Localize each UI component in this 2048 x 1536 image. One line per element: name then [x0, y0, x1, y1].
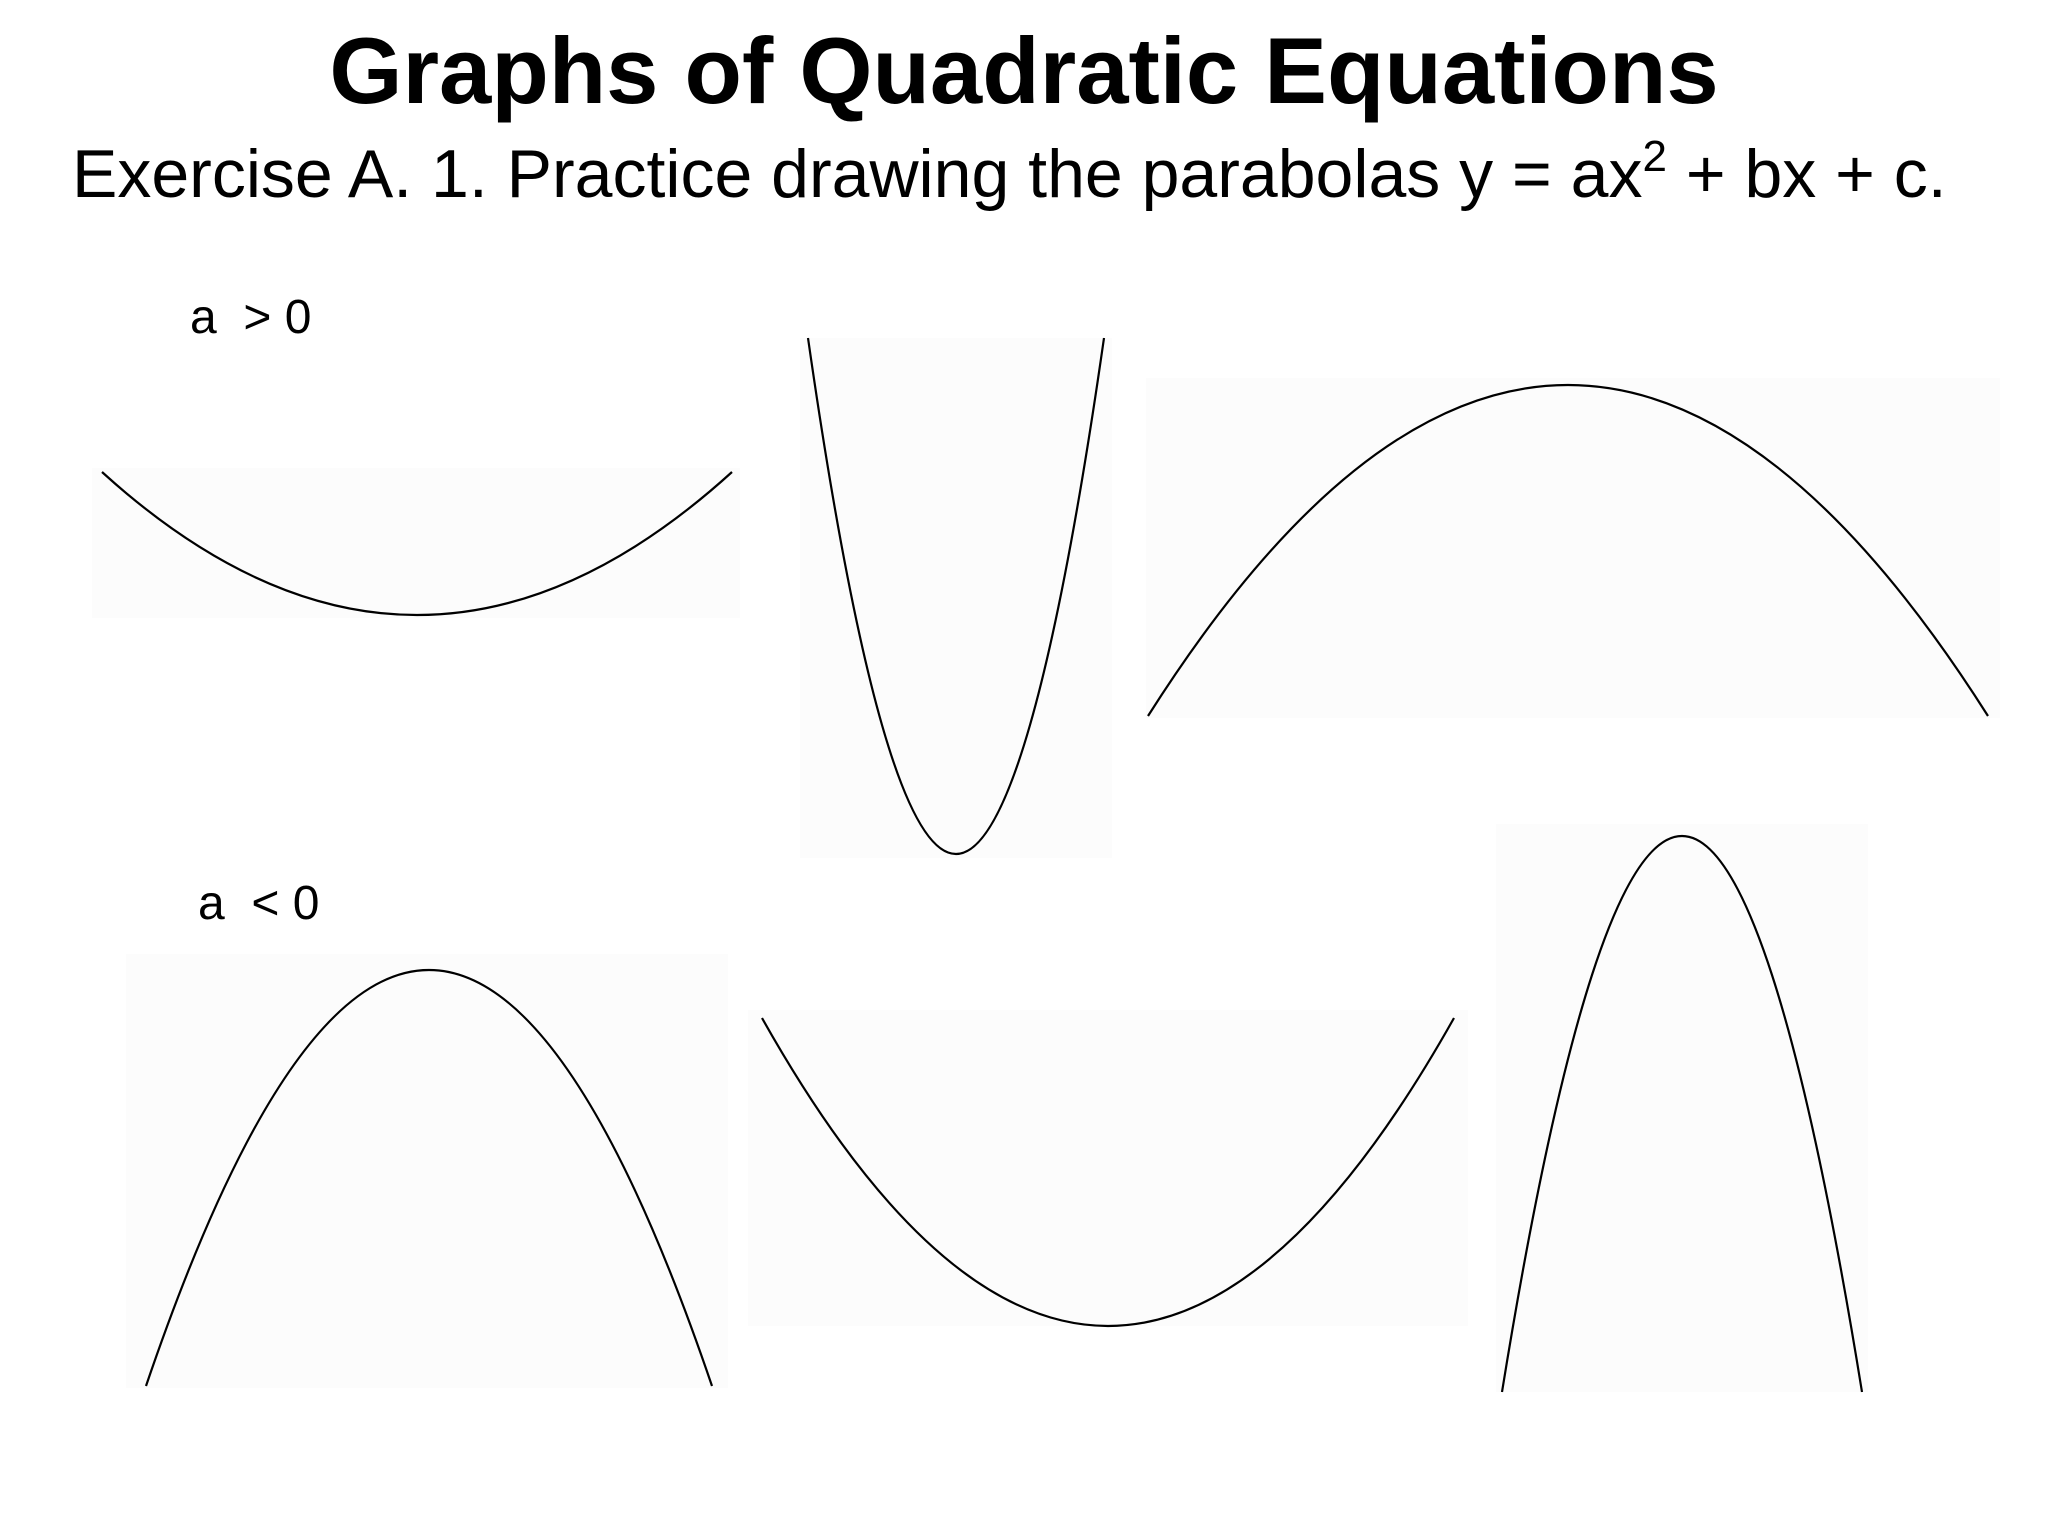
parabola-upward-wide: [101, 471, 733, 617]
label-a-negative: a < 0: [198, 877, 320, 930]
panel-downward-narrow: [1496, 824, 1868, 1392]
parabola-downward-wide: [1147, 384, 1989, 717]
label-a-positive: a > 0: [190, 291, 312, 344]
exponent: 2: [1642, 132, 1667, 181]
parabola-upward-medium: [761, 1017, 1455, 1327]
exercise-instruction: Exercise A. 1. Practice drawing the para…: [72, 132, 1947, 225]
panel-upward-wide: [92, 468, 740, 618]
panel-downward-medium: [126, 954, 728, 1388]
parabola-downward-narrow: [1500, 835, 1864, 1393]
parabola-upward-narrow: [806, 337, 1106, 855]
parabola-downward-medium: [144, 969, 714, 1387]
page-title: Graphs of Quadratic Equations: [329, 18, 1719, 123]
instruction-text: Exercise A. 1. Practice drawing the para…: [72, 136, 1643, 212]
instruction-text-end: + bx + c.: [1666, 136, 1947, 212]
panel-upward-medium: [748, 1010, 1468, 1326]
panel-upward-narrow: [800, 338, 1112, 858]
panel-downward-wide: [1146, 378, 2000, 718]
